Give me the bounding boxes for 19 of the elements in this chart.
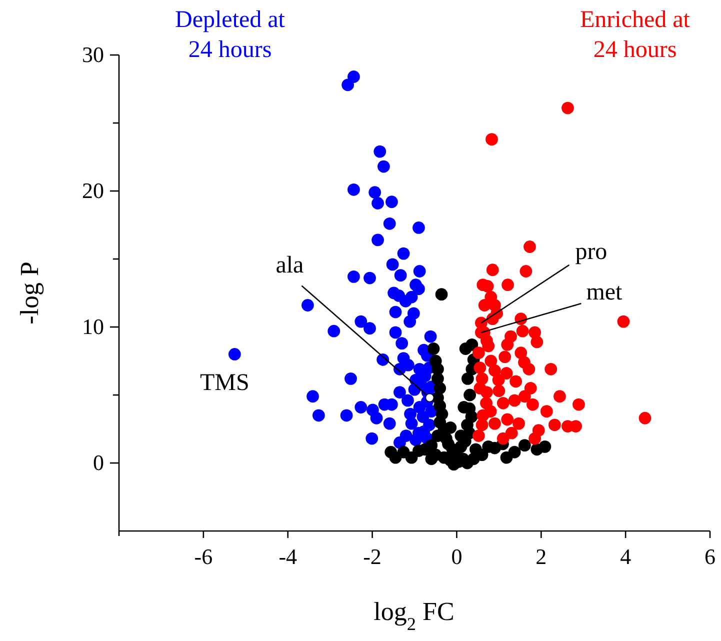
- text: Depleted at 24 hours: [175, 7, 286, 63]
- y-tick-label: 10: [82, 314, 104, 339]
- y-tick-label: 0: [93, 450, 104, 475]
- x-tick-label: 2: [536, 544, 547, 569]
- annotation: TMS: [200, 370, 250, 396]
- x-tick-label: -2: [363, 544, 382, 569]
- x-tick-label: 4: [620, 544, 632, 569]
- series-label: Enriched at 24 hours: [580, 7, 690, 63]
- y-tick-label: 20: [82, 178, 104, 203]
- annotation: ala: [276, 252, 304, 279]
- y-tick-label: 30: [82, 42, 104, 67]
- annotation: pro: [575, 238, 608, 265]
- x-tick-label: -6: [194, 544, 213, 569]
- annotation: met: [586, 279, 623, 306]
- x-axis-title: log$_{2}$ FC: [374, 597, 454, 634]
- y-axis-title: -log P: [15, 262, 44, 324]
- x-tick-label: -4: [278, 544, 298, 569]
- x-tick-label: 6: [704, 544, 716, 569]
- x-tick-label: 0: [451, 544, 462, 569]
